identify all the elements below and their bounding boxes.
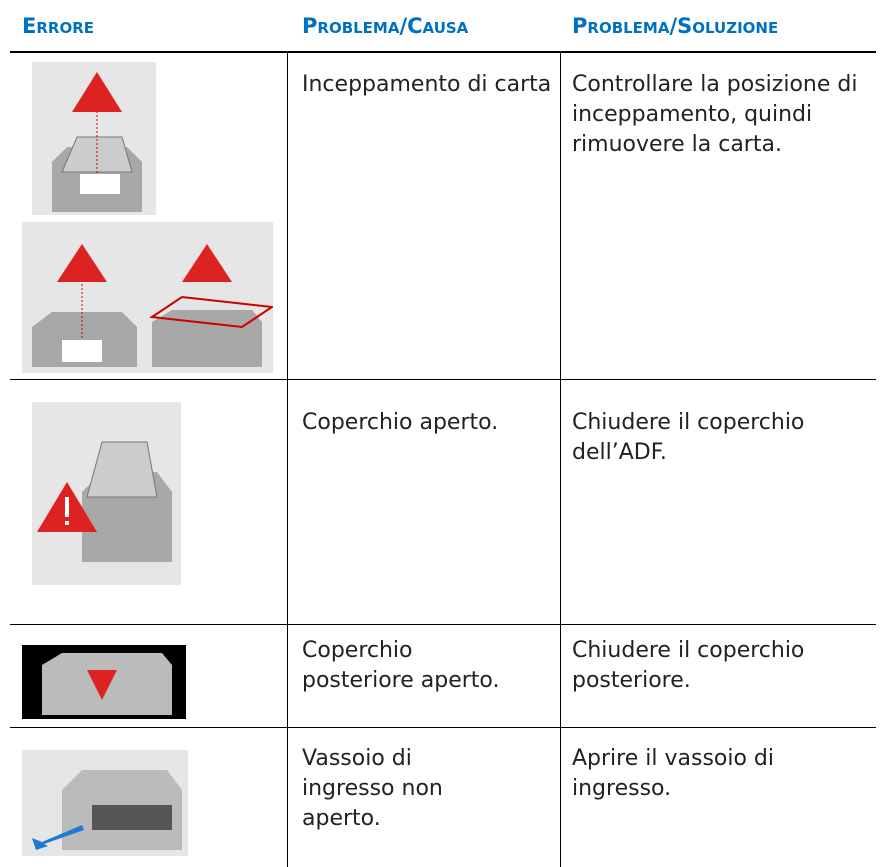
header-cell: Problema/Causa [302,14,469,38]
header-cell: Problema/Soluzione [572,14,779,38]
icon-paper-jam [22,222,273,373]
rule [560,52,561,867]
solution: Chiudere il coperchio posteriore. [572,638,805,693]
icon-rear-cover [22,645,186,719]
rule [10,727,876,728]
cause: Coperchio posteriore aperto. [302,638,500,693]
rule [287,52,288,867]
icon-tray [22,750,188,856]
icon-paper-jam [32,62,156,215]
solution: Controllare la posizione di inceppamento… [572,72,858,157]
icon-cover-open [32,402,181,585]
solution: Chiudere il coperchio dell’ADF. [572,410,805,465]
solution: Aprire il vassoio di ingresso. [572,746,775,801]
rule [10,51,876,53]
rule [10,379,876,380]
cause: Coperchio aperto. [302,410,499,435]
cause: Inceppamento di carta [302,72,552,97]
rule [10,624,876,625]
header-cell: Errore [22,14,94,38]
cause: Vassoio di ingresso non aperto. [302,746,443,831]
